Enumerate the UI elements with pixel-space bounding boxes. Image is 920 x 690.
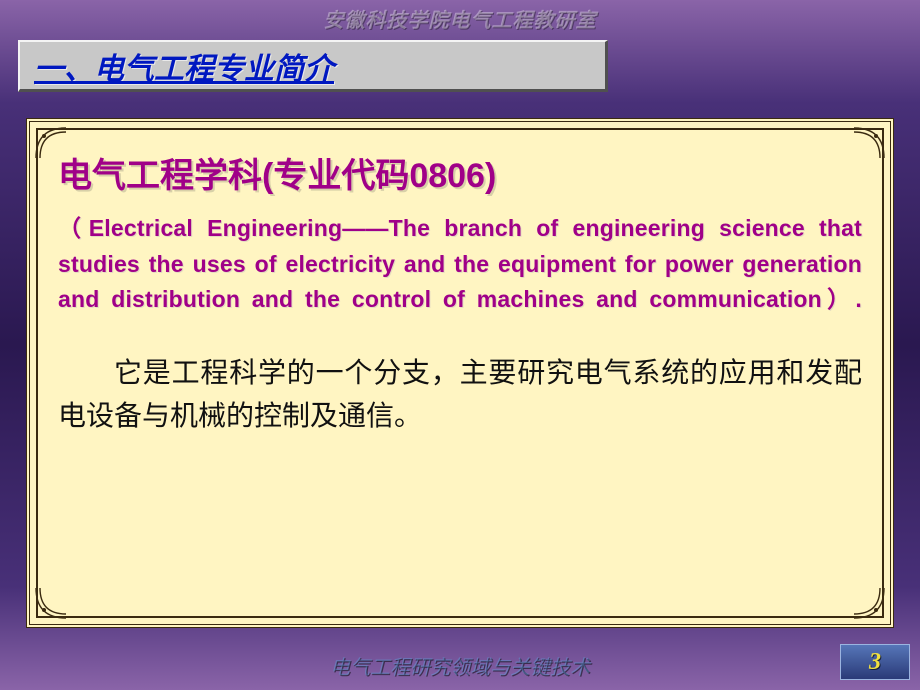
header-title: 安徽科技学院电气工程教研室 bbox=[0, 4, 920, 33]
corner-ornament-icon bbox=[34, 586, 68, 620]
content-chinese: 它是工程科学的一个分支，主要研究电气系统的应用和发配电设备与机械的控制及通信。 bbox=[58, 352, 862, 439]
page-number-box: 3 bbox=[840, 644, 910, 680]
page-number: 3 bbox=[869, 649, 881, 676]
slide: 安徽科技学院电气工程教研室 一、电气工程专业简介 电气工程学科(专业代码0806… bbox=[0, 0, 920, 690]
corner-ornament-icon bbox=[852, 586, 886, 620]
footer-title: 电气工程研究领域与关键技术 bbox=[0, 651, 920, 680]
section-title-text: 一、电气工程专业简介 bbox=[34, 44, 334, 88]
content-panel: 电气工程学科(专业代码0806) （Electrical Engineering… bbox=[26, 118, 894, 628]
content-heading: 电气工程学科(专业代码0806) bbox=[58, 148, 862, 197]
section-title-bar: 一、电气工程专业简介 bbox=[18, 40, 608, 92]
content-english: （Electrical Engineering——The branch of e… bbox=[58, 211, 862, 318]
